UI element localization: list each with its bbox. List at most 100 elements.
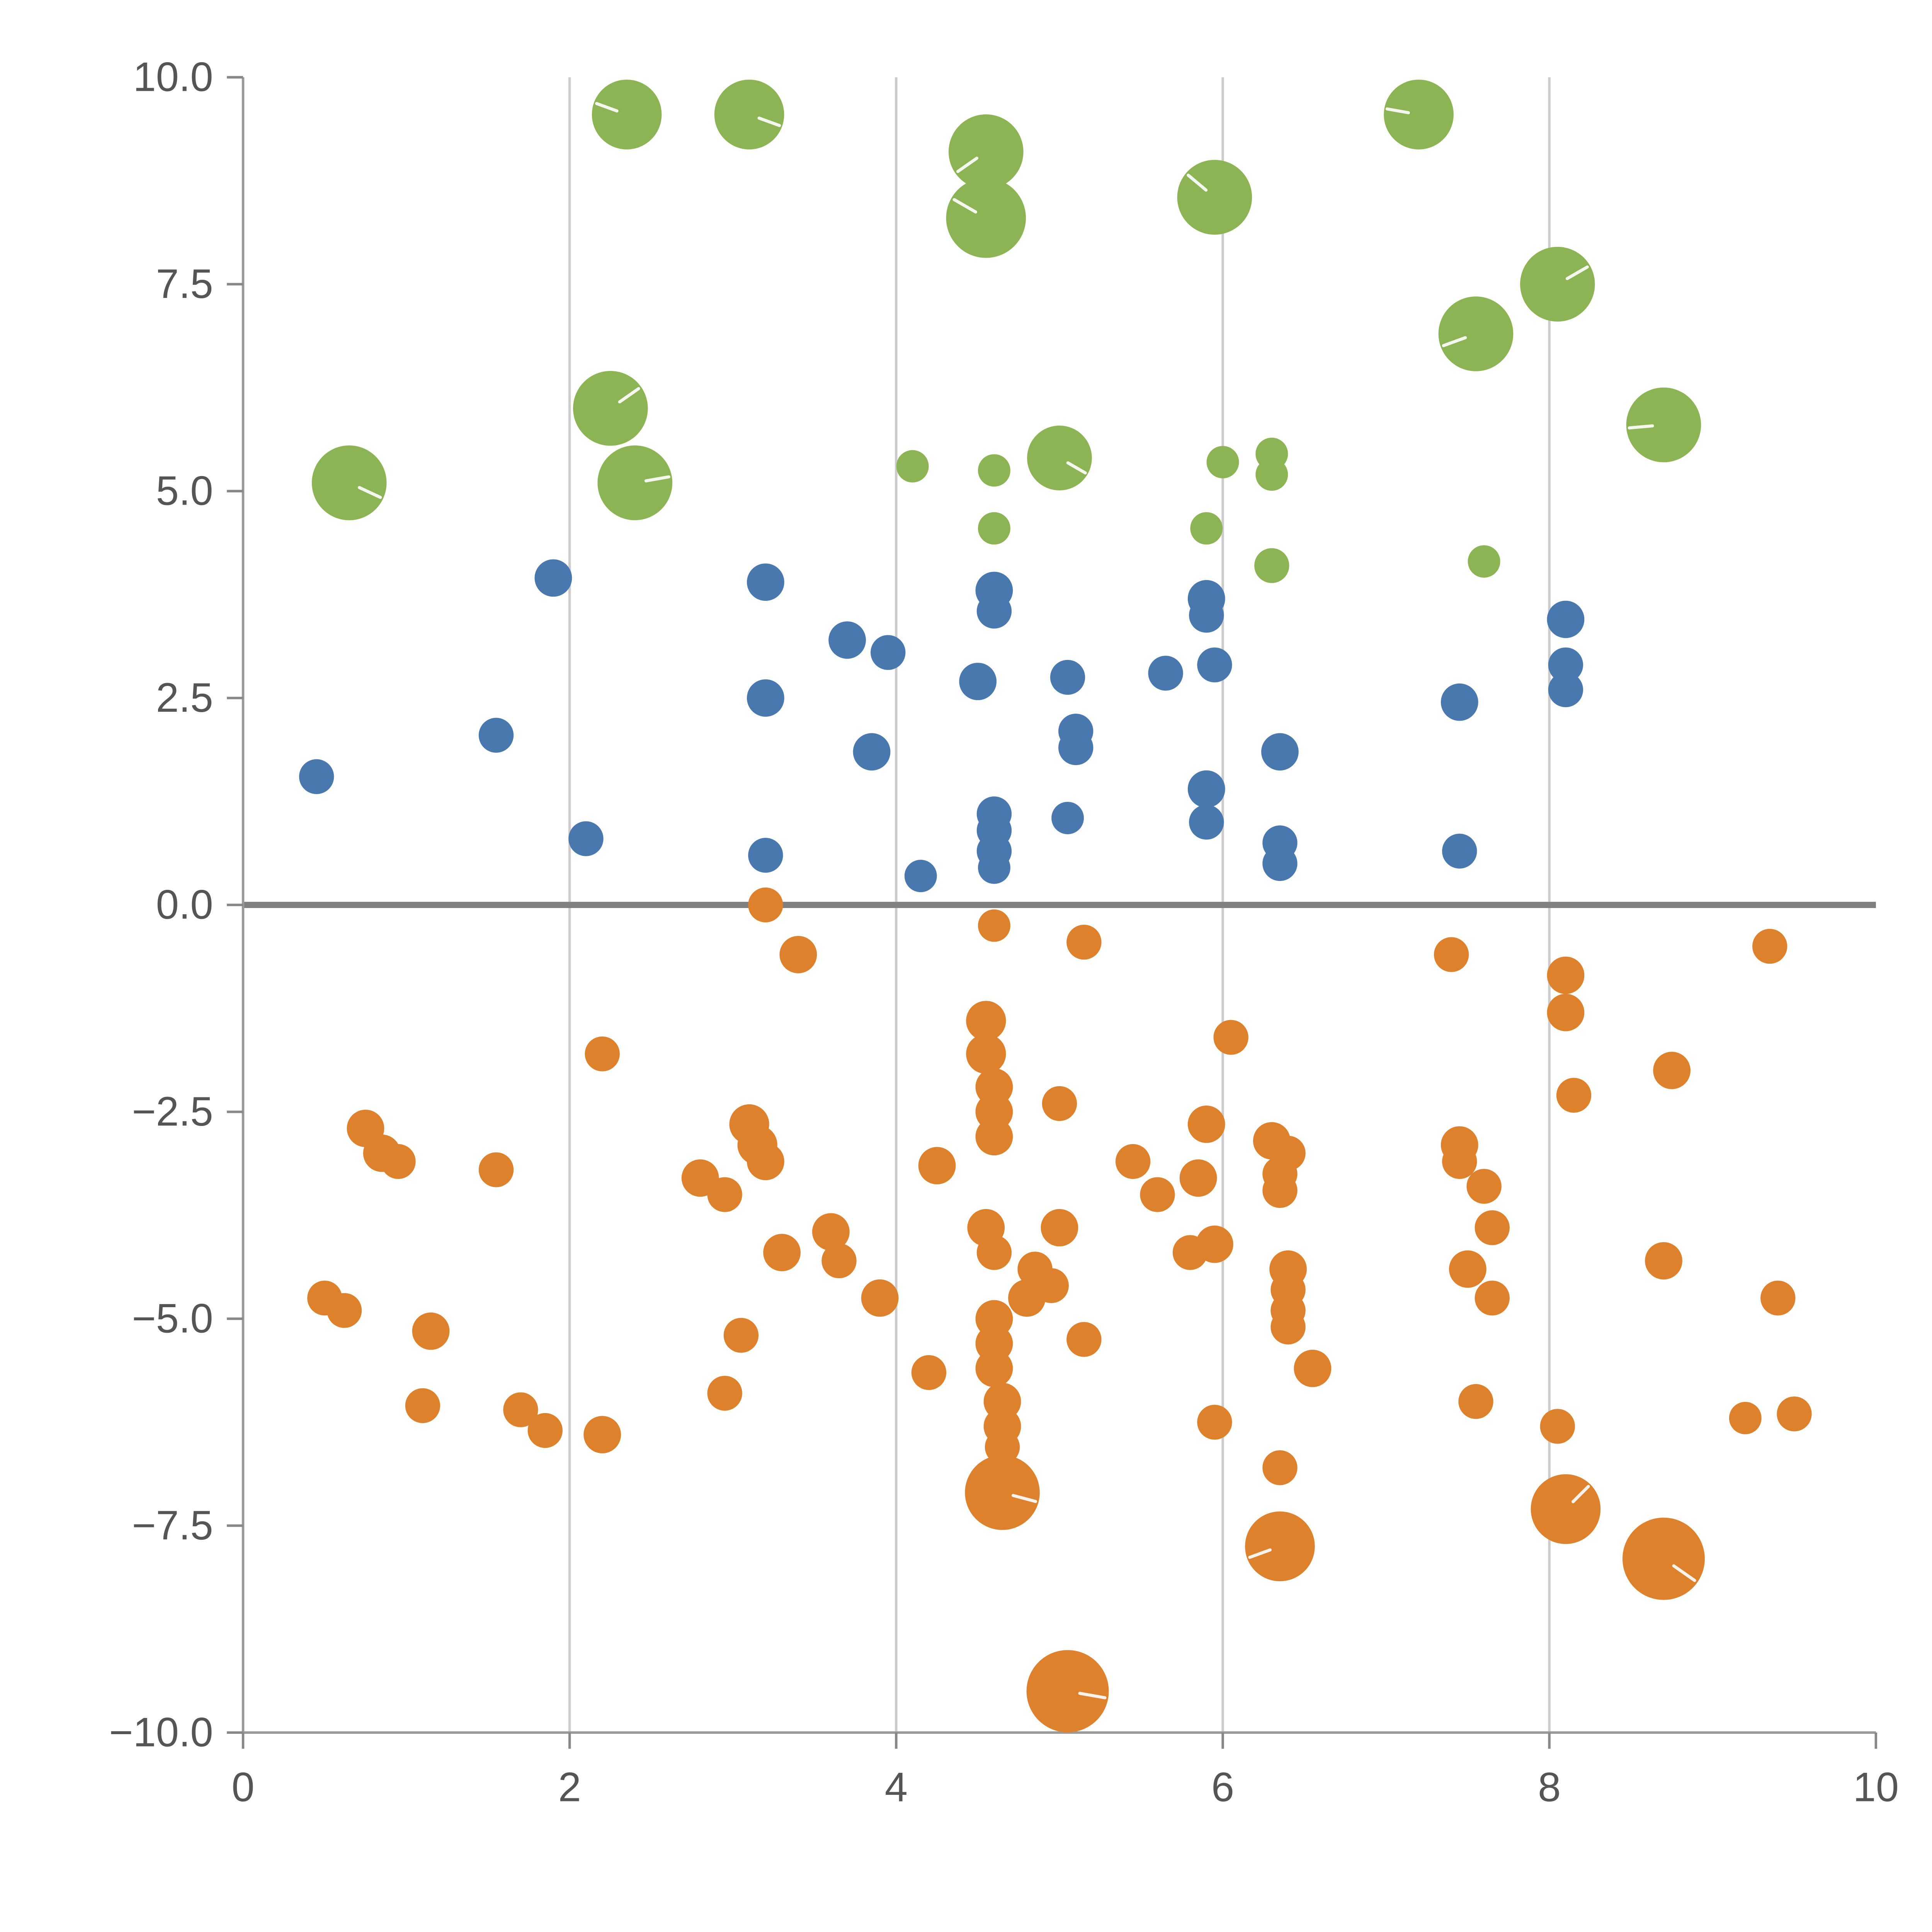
data-point-orange [583,1416,621,1454]
data-point-blue [748,838,783,873]
data-point-orange [381,1144,416,1179]
data-point-orange [966,1034,1006,1074]
y-tick-label: −5.0 [132,1295,213,1341]
data-point-orange [1026,1650,1109,1733]
data-point-orange [975,1350,1013,1387]
data-point-blue [978,851,1010,884]
data-point-green [946,178,1026,258]
data-point-orange [985,1429,1020,1465]
data-point-orange [1262,1450,1298,1485]
y-tick-label: 0.0 [156,881,213,927]
data-point-green [592,80,662,150]
bubble-slash-mark [1442,336,1467,347]
data-point-orange [861,1279,899,1317]
data-point-orange [1262,1173,1298,1208]
data-point-blue [747,679,784,717]
data-point-green [714,80,784,150]
data-point-blue [959,663,997,700]
data-point-orange [405,1388,440,1423]
bubble-slash-mark [1078,1692,1107,1699]
data-point-blue [1187,770,1225,808]
data-point-blue [299,759,334,794]
data-point-blue [568,821,604,856]
x-tick-label: 0 [231,1764,254,1810]
x-tick-label: 4 [885,1764,908,1810]
data-point-orange [1245,1511,1315,1582]
data-point-blue [1547,600,1585,638]
data-point-green [1206,446,1239,478]
data-point-orange [1034,1268,1069,1303]
data-point-orange [1449,1250,1486,1288]
data-point-orange [1066,925,1102,960]
data-point-blue [1148,656,1183,691]
bubble-slash-mark [1672,1564,1696,1582]
y-tick-label: −7.5 [132,1502,213,1548]
data-point-orange [1187,1105,1225,1143]
data-point-orange [966,1001,1006,1041]
x-tick-label: 2 [558,1764,581,1810]
data-point-orange [1066,1322,1102,1357]
data-point-orange [1777,1396,1812,1432]
data-point-orange [707,1177,742,1212]
bubble-slash-mark [1066,461,1087,474]
data-point-green [573,371,648,446]
bubble-slash-mark [956,156,979,173]
data-point-orange [748,887,783,923]
data-point-blue [1058,730,1094,765]
y-tick-label: 7.5 [156,261,213,307]
data-point-orange [1197,1405,1232,1440]
data-point-orange [976,1235,1012,1270]
data-point-green [1027,425,1092,491]
data-point-orange [1547,994,1585,1031]
data-point-orange [1547,956,1585,994]
data-point-orange [1760,1281,1796,1316]
data-point-orange [723,1318,759,1353]
data-point-blue [1262,846,1298,881]
bubble-slash-mark [1012,1494,1037,1503]
data-point-green [949,114,1024,189]
data-point-green [1177,160,1252,235]
data-point-orange [1653,1051,1690,1089]
y-tick-label: 10.0 [133,54,213,100]
data-point-orange [1172,1235,1208,1270]
data-point-orange [812,1213,850,1251]
data-point-orange [412,1312,450,1350]
bubble-slash-mark [1187,173,1208,192]
bubble-slash-mark [357,486,382,499]
data-point-green [1255,458,1288,491]
data-point-blue [1050,660,1085,695]
data-point-orange [1466,1169,1502,1204]
data-point-blue [478,718,514,753]
data-point-orange [965,1455,1040,1530]
data-point-orange [1475,1210,1510,1245]
data-point-blue [904,860,937,892]
bubble-slash-mark [1571,1485,1590,1503]
y-tick-label: −2.5 [132,1088,213,1134]
data-point-orange [327,1293,362,1328]
data-point-blue [1548,672,1583,707]
bubble-slash-mark [618,387,640,404]
data-point-orange [911,1355,947,1390]
data-point-blue [1189,598,1224,633]
data-point-green [1626,387,1701,463]
axes-group [227,76,1878,1749]
tick-labels-group: 0 2 4 6 8 10 −10.0 −7.5 −5.0 −2.5 0.0 2.5 5.0 7.5 10.0 [109,54,1899,1810]
data-point-orange [1442,1144,1477,1179]
data-point-green [1190,512,1223,545]
data-point-green [1468,545,1500,578]
x-tick-label: 8 [1538,1764,1561,1810]
data-point-blue [1197,647,1232,682]
data-point-blue [1261,733,1299,771]
bubble-slash-mark [757,116,781,127]
data-point-green [896,450,929,483]
data-point-orange [779,936,817,973]
bubble-slash-mark [1565,265,1589,280]
bubble-slash-mark [595,102,619,113]
data-point-orange [478,1152,514,1187]
data-point-green [978,512,1010,545]
data-point-orange [707,1376,742,1411]
data-point-orange [1294,1350,1332,1387]
bubble-slash-mark [1628,424,1654,430]
data-point-orange [1115,1144,1151,1179]
